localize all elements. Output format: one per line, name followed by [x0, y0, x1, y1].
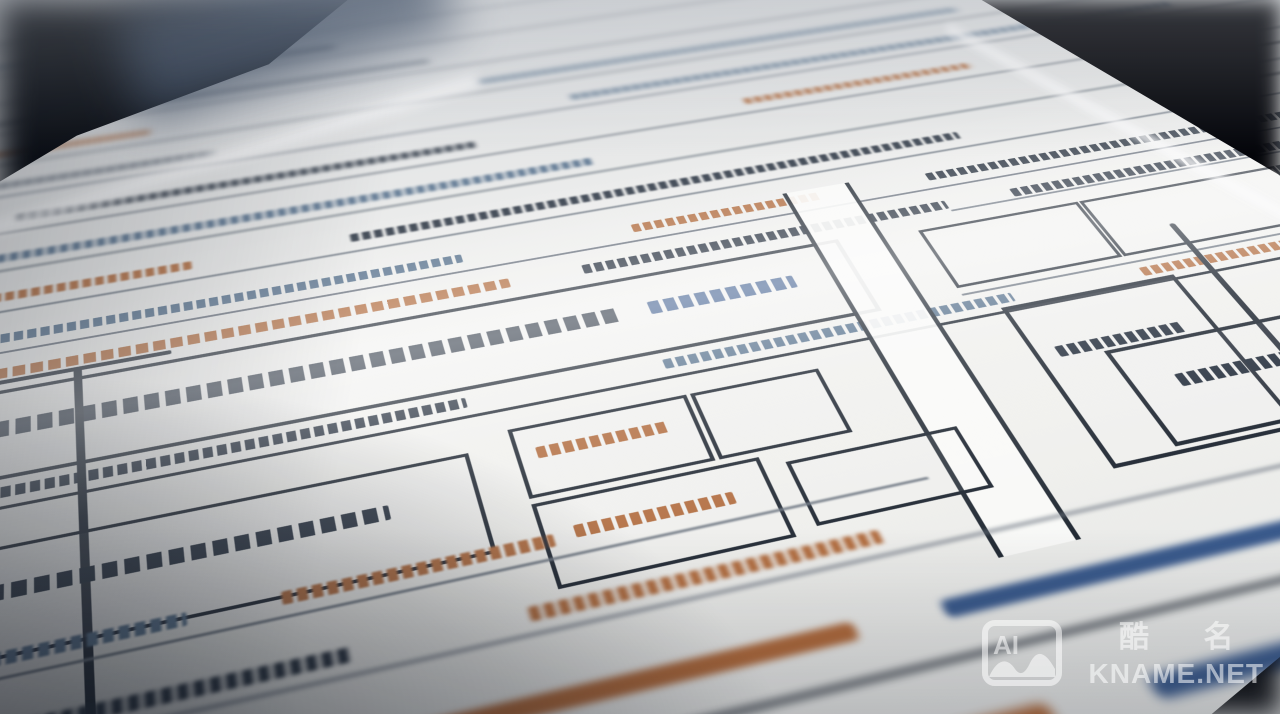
- pseudo-text-run: [742, 62, 974, 105]
- form-line: [0, 0, 1280, 145]
- pseudo-text-run: [0, 646, 355, 714]
- form-box: [689, 368, 853, 460]
- form-box: [785, 426, 995, 527]
- form-box: [1158, 23, 1280, 90]
